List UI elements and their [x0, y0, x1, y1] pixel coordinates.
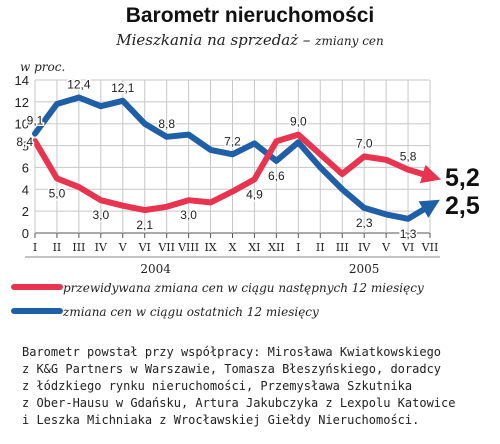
footnote-line: Barometr powstał przy współpracy: Mirosł…: [22, 345, 442, 359]
legend-label: zmiana cen w ciągu ostatnich 12 miesięcy: [62, 305, 319, 319]
y-tick-label: 4: [22, 182, 29, 197]
footnote-line: i Leszka Michniaka z Wrocławskiej Giełdy…: [22, 413, 420, 427]
legend-label: przewidywana zmiana cen w ciągu następny…: [63, 281, 424, 295]
year-label: 2004: [140, 262, 171, 276]
x-tick-label: VII: [421, 241, 439, 254]
x-tick-label: XI: [248, 241, 260, 254]
x-tick-label: XII: [268, 241, 285, 254]
end-value-label: 5,2: [445, 164, 480, 192]
y-tick-label: 12: [15, 95, 29, 110]
data-label: 12,4: [67, 77, 91, 91]
chart-subtitle: Mieszkania na sprzedaż – zmiany cen: [0, 31, 500, 49]
y-tick-label: 10: [15, 117, 29, 132]
x-tick-label: VIII: [177, 241, 199, 254]
y-tick-label: 6: [22, 160, 29, 175]
data-label: 8,8: [158, 117, 175, 131]
x-tick-label: IV: [358, 241, 371, 254]
data-label: 7,2: [224, 134, 241, 148]
x-tick-label: I: [33, 241, 37, 254]
footnote-line: z Ober-Hausu w Gdańsku, Artura Jakubczyk…: [22, 396, 456, 410]
x-tick-label: I: [296, 241, 300, 254]
end-value-label: 2,5: [445, 192, 480, 220]
data-label: 7,0: [356, 137, 373, 151]
data-label: 3,0: [92, 208, 109, 222]
y-tick-label: 0: [22, 226, 29, 241]
data-label: 9,0: [290, 115, 307, 129]
subtitle-separator: –: [298, 31, 316, 49]
footnote-line: z łódzkiego rynku nieruchomości, Przemys…: [22, 379, 413, 393]
x-tick-label: III: [336, 241, 349, 254]
x-tick-label: II: [316, 241, 325, 254]
chart-title: Barometr nieruchomości: [125, 4, 375, 27]
data-label: 6,6: [268, 169, 285, 183]
series-line-past: [32, 94, 440, 222]
x-tick-label: VII: [157, 241, 175, 254]
footnote-line: z K&G Partners w Warszawie, Tomasza Błes…: [22, 362, 442, 376]
y-axis-label: w proc.: [20, 60, 65, 74]
year-label: 2005: [349, 262, 380, 276]
footnote: Barometr powstał przy współpracy: Mirosł…: [22, 344, 492, 429]
x-tick-label: X: [229, 241, 237, 254]
data-label: 5,0: [49, 186, 66, 200]
data-label: 9,1: [27, 114, 44, 128]
data-label: 8,4: [16, 135, 33, 149]
x-tick-label: V: [118, 241, 128, 254]
data-label: 4,9: [246, 187, 263, 201]
x-tick-label: VI: [401, 241, 414, 254]
data-label: 3,0: [180, 208, 197, 222]
y-tick-label: 2: [22, 204, 29, 219]
data-label: 2,1: [136, 218, 153, 232]
data-label: 5,8: [400, 150, 417, 164]
subtitle-small: zmiany cen: [315, 34, 384, 48]
y-tick-label: 14: [15, 73, 29, 88]
data-label: 12,1: [111, 81, 135, 95]
y-tick-label: 8: [22, 139, 29, 154]
x-tick-label: V: [381, 241, 391, 254]
data-label: 1,3: [400, 227, 417, 241]
data-label: 2,3: [356, 216, 373, 230]
series-line-forecast: [32, 131, 442, 214]
x-tick-label: II: [53, 241, 62, 254]
subtitle-main: Mieszkania na sprzedaż: [116, 31, 299, 49]
x-tick-label: VI: [138, 241, 151, 254]
x-tick-label: IX: [204, 241, 216, 254]
x-tick-label: IV: [95, 241, 108, 254]
x-tick-label: III: [72, 241, 85, 254]
